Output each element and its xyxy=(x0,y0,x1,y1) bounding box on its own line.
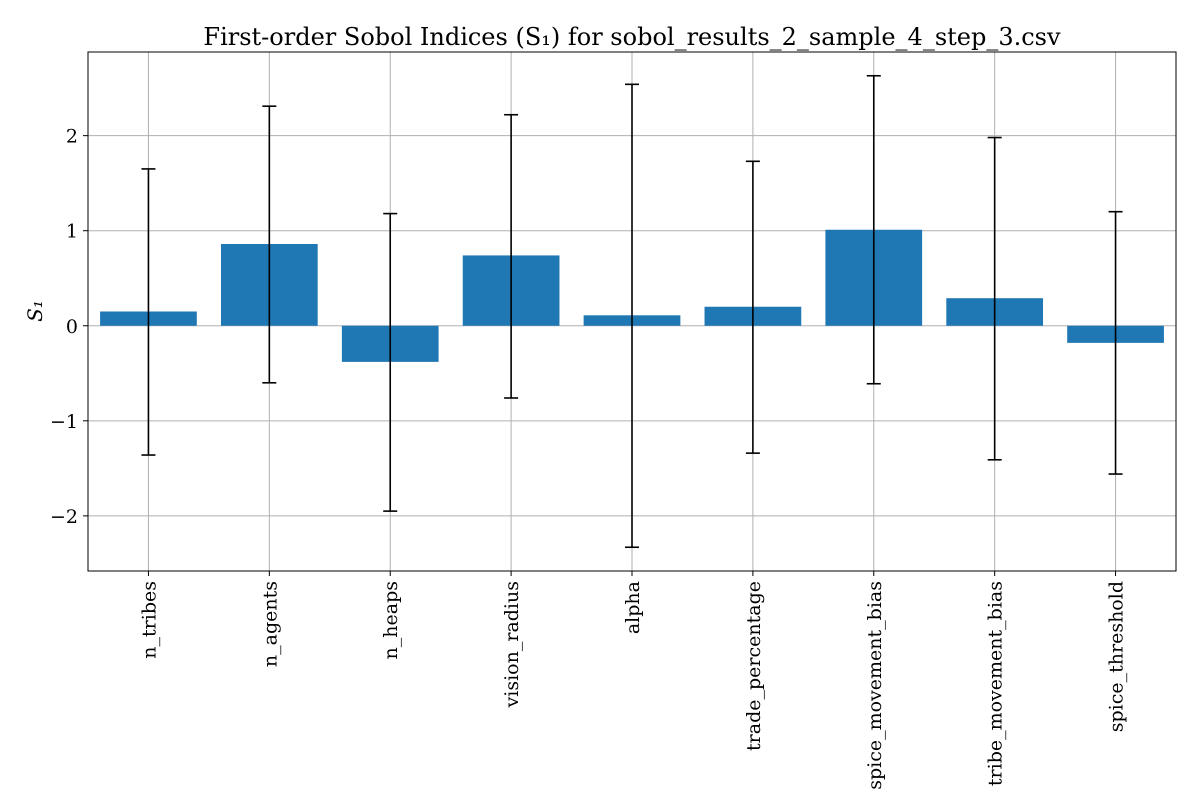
y-tick-label: 2 xyxy=(66,126,78,148)
y-ticks: −2 −1 0 1 2 xyxy=(50,126,88,528)
x-tick-label: trade_percentage xyxy=(743,581,765,751)
y-tick-label: 1 xyxy=(66,221,78,243)
y-tick-label: −1 xyxy=(50,411,78,433)
x-tick-label: spice_movement_bias xyxy=(864,581,886,790)
error-bars xyxy=(141,74,1123,549)
x-tick-label: alpha xyxy=(622,581,644,634)
chart-title: First-order Sobol Indices (S₁) for sobol… xyxy=(203,23,1061,51)
y-axis-label: S₁ xyxy=(23,300,47,322)
x-tick-label: n_heaps xyxy=(380,581,402,659)
x-ticks: n_tribes n_agents n_heaps vision_radius alph… xyxy=(138,571,1128,790)
x-tick-label: tribe_movement_bias xyxy=(985,581,1007,786)
x-tick-label: spice_threshold xyxy=(1106,581,1128,732)
x-tick-label: vision_radius xyxy=(501,581,523,708)
x-tick-label: n_agents xyxy=(259,581,281,667)
y-tick-label: 0 xyxy=(66,316,78,338)
x-tick-label: n_tribes xyxy=(138,581,160,659)
y-tick-label: −2 xyxy=(50,506,78,528)
